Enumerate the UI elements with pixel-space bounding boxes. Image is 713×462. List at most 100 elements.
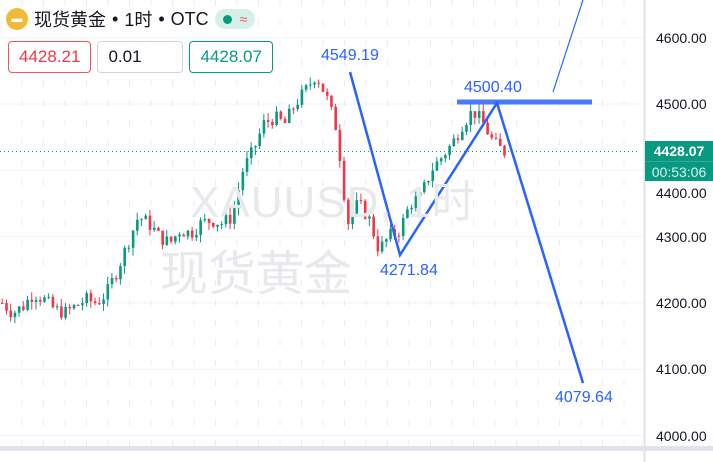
candle xyxy=(465,124,468,132)
gold-bars-icon: ▬ xyxy=(6,8,28,30)
candle xyxy=(190,230,194,238)
candle xyxy=(241,171,245,191)
candle xyxy=(363,200,367,219)
candle xyxy=(93,301,97,304)
candle xyxy=(245,158,249,172)
candle xyxy=(313,82,316,85)
candle xyxy=(334,106,337,131)
candle xyxy=(136,219,139,231)
candle xyxy=(406,209,409,218)
candle xyxy=(452,138,456,146)
candle xyxy=(161,230,164,245)
annotation-label: 4271.84 xyxy=(380,262,438,279)
candle xyxy=(224,214,228,225)
candle xyxy=(389,229,392,240)
annotation-label: 4549.19 xyxy=(321,47,379,64)
trend-line[interactable] xyxy=(552,0,584,93)
candle xyxy=(144,215,148,220)
candle xyxy=(494,137,498,139)
candle xyxy=(81,303,84,306)
candle xyxy=(68,306,72,309)
symbol-name: 现货黄金 xyxy=(34,10,106,30)
price-tick-label: 4400.00 xyxy=(656,185,707,201)
buy-button[interactable]: 4428.07 xyxy=(189,41,273,73)
candle xyxy=(203,218,207,221)
candle xyxy=(503,145,506,156)
candle xyxy=(469,111,473,125)
candle xyxy=(342,160,346,200)
candle xyxy=(410,207,413,210)
countdown-tag: 00:53:06 xyxy=(645,161,713,181)
candle xyxy=(456,138,460,140)
candle xyxy=(34,299,38,302)
candle xyxy=(212,222,215,227)
candle xyxy=(435,161,439,171)
candle xyxy=(473,111,477,118)
zigzag-drawing[interactable] xyxy=(348,71,585,384)
candle xyxy=(207,218,211,223)
candle xyxy=(195,234,198,238)
candle xyxy=(26,299,29,310)
candle xyxy=(477,111,481,118)
candle xyxy=(296,104,299,109)
price-tick-label: 4100.00 xyxy=(656,361,707,378)
candle xyxy=(439,158,443,162)
interval[interactable]: 1时 xyxy=(124,10,153,30)
candle xyxy=(216,224,219,227)
candle xyxy=(401,217,405,237)
candle xyxy=(355,200,359,214)
candle xyxy=(114,278,118,280)
candle xyxy=(359,200,363,202)
candle xyxy=(486,122,489,135)
sell-button[interactable]: 4428.21 xyxy=(8,41,92,73)
status-pill[interactable]: ≈ xyxy=(214,9,256,29)
candle xyxy=(266,120,270,122)
candle xyxy=(5,303,8,311)
candle xyxy=(317,82,321,84)
candle xyxy=(64,306,67,318)
candle xyxy=(199,220,202,235)
approx-icon: ≈ xyxy=(239,11,248,27)
candle xyxy=(1,302,4,304)
candle xyxy=(127,247,131,249)
candle xyxy=(85,293,88,304)
candle xyxy=(237,190,240,209)
price-tick-label: 4000.00 xyxy=(656,427,707,444)
candle xyxy=(249,147,253,159)
candle xyxy=(152,227,156,230)
candle xyxy=(148,215,152,230)
candle xyxy=(482,111,485,123)
candle xyxy=(397,235,401,237)
candle xyxy=(169,236,173,242)
candle xyxy=(351,213,354,225)
spread-field[interactable]: 0.01 xyxy=(97,41,184,73)
candle xyxy=(228,214,232,224)
candle xyxy=(174,236,177,242)
candle xyxy=(325,91,329,96)
candle xyxy=(385,239,388,242)
candle xyxy=(262,120,266,134)
candle xyxy=(22,306,25,310)
candle xyxy=(30,299,34,302)
candle xyxy=(43,297,46,302)
candle xyxy=(165,236,169,245)
market-open-dot-icon xyxy=(222,14,232,24)
last-price-tag: 4428.07 xyxy=(645,141,713,161)
candle xyxy=(119,266,122,280)
candle xyxy=(376,236,380,252)
candle xyxy=(51,296,55,308)
candle xyxy=(418,191,422,197)
candle xyxy=(444,155,447,159)
price-tick-label: 4200.00 xyxy=(656,294,707,311)
candle xyxy=(9,310,13,318)
candle xyxy=(98,303,101,305)
candle xyxy=(13,312,17,318)
candle xyxy=(414,196,418,208)
candle xyxy=(233,208,236,224)
separator: • xyxy=(112,8,119,29)
symbol-header[interactable]: ▬ 现货黄金 • 1时 • OTC ≈ xyxy=(6,6,256,32)
candle xyxy=(131,230,135,248)
candle xyxy=(157,227,160,231)
time-axis-border xyxy=(0,446,713,451)
